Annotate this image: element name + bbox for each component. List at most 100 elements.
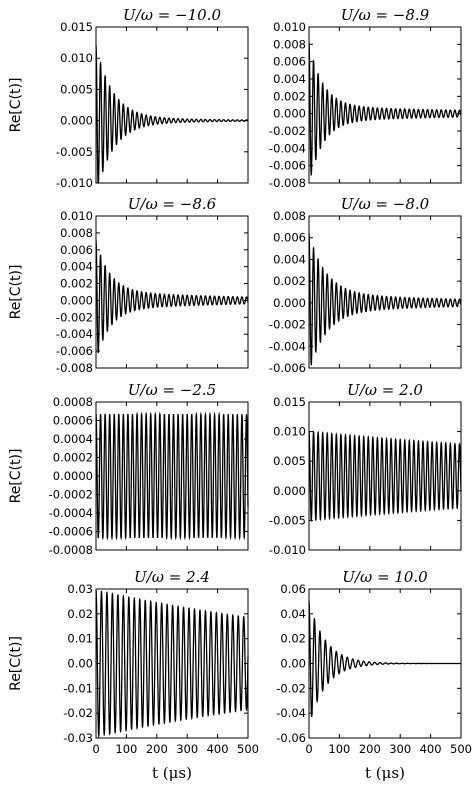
- y-tick-label: 0.0002: [53, 451, 93, 465]
- x-tick-label: 300: [389, 742, 411, 756]
- panel-6: U/ω = 2.0 0.015 0.010 0.005 0.000 -0.005 -0.01…: [269, 381, 462, 557]
- panel-title: U/ω = −8.0: [341, 195, 430, 213]
- axes-frame: [308, 401, 462, 551]
- y-tick-label: 0.0004: [53, 432, 93, 446]
- y-tick-label: -0.005: [56, 145, 93, 159]
- x-tick-label: 100: [115, 742, 137, 756]
- y-tick-label: -0.010: [269, 543, 306, 557]
- y-tick-label: 0.002: [273, 274, 306, 288]
- y-axis-label: Re[C(t)]: [8, 78, 24, 133]
- y-tick-label: 0.005: [60, 82, 93, 96]
- y-tick-label: 0.010: [60, 209, 93, 223]
- x-axis-label: t (μs): [365, 764, 405, 782]
- x-tick-label: 100: [328, 742, 350, 756]
- y-tick-label: -0.02: [63, 706, 93, 720]
- panel-title: U/ω = −8.9: [341, 6, 430, 24]
- y-tick-label: 0.000: [273, 484, 306, 498]
- axes-frame: [308, 215, 462, 369]
- y-tick-label: 0.004: [60, 260, 93, 274]
- y-tick-label: 0.000: [60, 293, 93, 307]
- y-tick-label: 0.002: [273, 89, 306, 103]
- x-tick-label: 0: [92, 742, 99, 756]
- panel-3: U/ω = −8.6 0.010 0.008 0.006 0.004 0.002 0.000…: [8, 195, 249, 375]
- y-tick-label: 0.004: [273, 252, 306, 266]
- y-tick-label: -0.0002: [49, 488, 93, 502]
- y-tick-label: 0.000: [273, 107, 306, 121]
- y-tick-label: 0.006: [60, 243, 93, 257]
- y-tick-label: -0.002: [269, 318, 306, 332]
- y-tick-label: 0.002: [60, 277, 93, 291]
- y-axis-label: Re[C(t)]: [8, 265, 24, 320]
- y-tick-label: -0.004: [56, 327, 93, 341]
- y-tick-label: 0.000: [273, 296, 306, 310]
- y-tick-label: 0.006: [273, 55, 306, 69]
- panel-7: U/ω = 2.4 0.03 0.02 0.01 0.00 -0.01 -0.02 -0.03…: [8, 568, 259, 782]
- y-tick-label: 0.000: [60, 114, 93, 128]
- y-tick-label: -0.03: [63, 731, 93, 745]
- y-tick-label: 0.010: [60, 51, 93, 65]
- y-tick-label: 0.008: [273, 37, 306, 51]
- series-line: [95, 411, 249, 541]
- series-line: [308, 430, 462, 523]
- y-tick-label: 0.015: [60, 20, 93, 34]
- y-tick-label: -0.06: [276, 731, 306, 745]
- panel-title: U/ω = 10.0: [342, 568, 428, 586]
- y-tick-label: 0.008: [273, 209, 306, 223]
- panel-2: U/ω = −8.9 0.010 0.008 0.006 0.004 0.002 0.000…: [269, 6, 462, 190]
- panel-title: U/ω = 2.0: [347, 381, 423, 399]
- axes-frame: [308, 26, 462, 184]
- panel-title: U/ω = 2.4: [134, 568, 210, 586]
- series-line: [95, 590, 249, 738]
- y-tick-label: 0.01: [67, 632, 93, 646]
- y-tick-label: -0.006: [269, 361, 306, 375]
- panel-title: U/ω = −10.0: [123, 6, 221, 24]
- y-tick-label: 0.006: [273, 231, 306, 245]
- x-tick-label: 500: [237, 742, 259, 756]
- panel-1: U/ω = −10.0 0.015 0.010 0.005 0.000 -0.005 -0.…: [8, 6, 249, 190]
- axes-frame: [95, 215, 249, 369]
- y-tick-label: -0.005: [269, 513, 306, 527]
- y-tick-label: -0.006: [269, 159, 306, 173]
- x-tick-label: 400: [207, 742, 229, 756]
- y-axis-label: Re[C(t)]: [8, 449, 24, 504]
- y-tick-label: -0.04: [276, 706, 306, 720]
- y-tick-label: -0.010: [56, 176, 93, 190]
- y-tick-label: 0.00: [67, 657, 93, 671]
- y-tick-label: 0.00: [280, 657, 306, 671]
- y-tick-label: 0.02: [280, 632, 306, 646]
- y-tick-label: -0.006: [56, 344, 93, 358]
- y-tick-label: 0.0000: [53, 469, 93, 483]
- axes-frame: [95, 26, 249, 184]
- y-tick-label: 0.06: [280, 582, 306, 596]
- series-line: [308, 233, 462, 366]
- panel-5: U/ω = −2.5 0.0008 0.0006 0.0004 0.0002 0.0000…: [8, 381, 249, 557]
- y-tick-label: -0.004: [269, 339, 306, 353]
- series-line: [95, 240, 249, 354]
- y-tick-label: -0.004: [269, 141, 306, 155]
- panel-title: U/ω = −2.5: [128, 381, 216, 399]
- series-line: [95, 45, 249, 184]
- series-line: [308, 601, 461, 717]
- y-tick-label: -0.002: [269, 124, 306, 138]
- x-tick-label: 400: [420, 742, 442, 756]
- panel-title: U/ω = −8.6: [128, 195, 217, 213]
- y-tick-label: -0.0004: [49, 506, 93, 520]
- y-tick-label: 0.010: [273, 20, 306, 34]
- y-tick-label: -0.0008: [49, 543, 93, 557]
- x-tick-label: 200: [359, 742, 381, 756]
- y-tick-label: 0.005: [273, 454, 306, 468]
- y-tick-label: 0.02: [67, 607, 93, 621]
- panel-4: U/ω = −8.0 0.008 0.006 0.004 0.002 0.000 -0.00…: [269, 195, 462, 375]
- x-tick-label: 200: [146, 742, 168, 756]
- y-tick-label: -0.008: [269, 176, 306, 190]
- y-tick-label: 0.004: [273, 72, 306, 86]
- x-tick-label: 500: [450, 742, 472, 756]
- y-tick-label: -0.002: [56, 310, 93, 324]
- y-tick-label: 0.0006: [53, 414, 93, 428]
- y-tick-label: 0.0008: [53, 395, 93, 409]
- y-tick-label: -0.02: [276, 681, 306, 695]
- y-tick-label: 0.015: [273, 395, 306, 409]
- series-line: [308, 42, 462, 176]
- x-tick-label: 0: [305, 742, 312, 756]
